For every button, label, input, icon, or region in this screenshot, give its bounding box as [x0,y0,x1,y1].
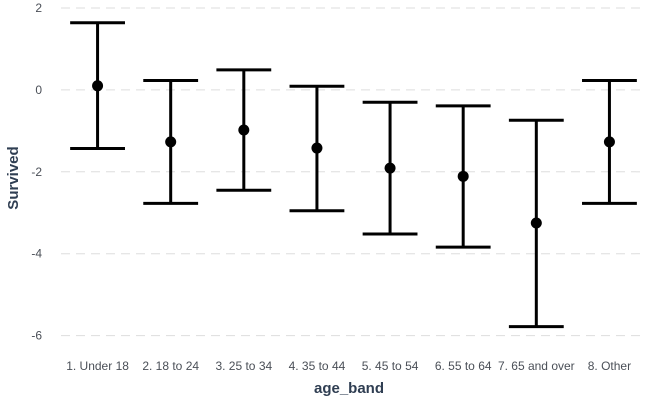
y-tick-label-4: -6 [31,329,42,343]
y-tick-label-2: -2 [31,165,42,179]
x-tick-label-3: 4. 35 to 44 [289,359,346,373]
error-bars [70,21,637,329]
y-axis-title: Survived [5,146,22,209]
x-tick-label-1: 2. 18 to 24 [142,359,199,373]
point-5 [457,170,469,182]
point-3 [311,142,323,154]
y-axis-ticks: 2 0 -2 -4 -6 [31,1,42,343]
point-4 [384,162,396,174]
point-0 [92,80,104,92]
point-6 [530,217,542,229]
points [92,80,615,229]
x-tick-label-2: 3. 25 to 34 [215,359,272,373]
x-tick-label-7: 8. Other [588,359,631,373]
x-tick-label-0: 1. Under 18 [66,359,129,373]
y-tick-label-1: 0 [35,83,42,97]
x-tick-label-6: 7. 65 and over [498,359,575,373]
grid [61,7,646,337]
x-tick-label-4: 5. 45 to 54 [362,359,419,373]
y-tick-label-3: -4 [31,247,42,261]
y-tick-label-0: 2 [35,1,42,15]
x-axis-ticks: 1. Under 18 2. 18 to 24 3. 25 to 34 4. 35 t… [66,359,631,373]
point-7 [603,136,615,148]
x-tick-label-5: 6. 55 to 64 [435,359,492,373]
point-2 [238,124,250,136]
point-1 [165,136,177,148]
x-axis-title: age_band [314,380,384,397]
